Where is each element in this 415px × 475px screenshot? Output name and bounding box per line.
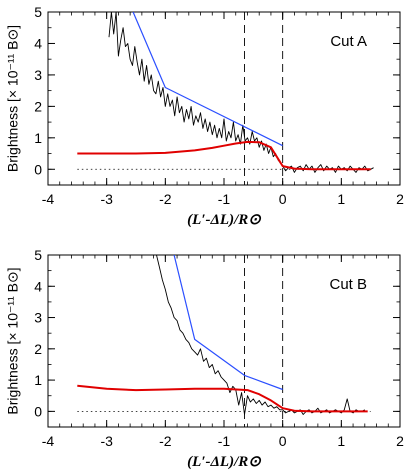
model-fit-line: [77, 384, 368, 413]
x-tick-label: -3: [100, 191, 113, 207]
x-axis-title: (L′-ΔL)/R⊙: [187, 454, 261, 470]
chart-panel-2: -4 -3 -2 -1 0 1 2 0 1 2 3 4 5 Cut B (L′-ΔL)/R⊙ Brightne…: [5, 247, 404, 470]
y-axis-title: Brightness [× 10⁻¹¹ B⊙]: [5, 267, 21, 414]
y-tick-label: 1: [34, 372, 42, 388]
x-axis-title: (L′-ΔL)/R⊙: [187, 212, 261, 228]
x-tick-label: -1: [218, 191, 231, 207]
x-tick-label: 1: [337, 433, 345, 449]
y-tick-label: 1: [34, 130, 42, 146]
x-tick-label: -2: [159, 191, 172, 207]
observed-brightness-line: [108, 12, 374, 173]
x-tick-label: -4: [42, 433, 55, 449]
cut-annotation: Cut B: [329, 276, 367, 293]
y-axis-title: Brightness [× 10⁻¹¹ B⊙]: [5, 25, 21, 172]
upper-envelope-line: [173, 255, 283, 391]
y-tick-label: 2: [34, 98, 42, 114]
x-tick-label: -4: [42, 191, 55, 207]
x-tick-label: 1: [337, 191, 345, 207]
x-tick-label: -2: [159, 433, 172, 449]
y-tick-label: 4: [34, 35, 42, 51]
model-fit-line: [77, 140, 371, 171]
x-tick-label: 2: [396, 433, 404, 449]
y-tick-label: 0: [34, 161, 42, 177]
y-tick-label: 2: [34, 341, 42, 357]
chart-panel-1: -4 -3 -2 -1 0 1 2 0 1 2 3 4 5 Cut A (L′-ΔL)/R⊙ Brightne…: [5, 4, 404, 228]
y-tick-label: 5: [34, 247, 42, 263]
y-tick-label: 4: [34, 278, 42, 294]
x-tick-label: 0: [279, 433, 287, 449]
observed-brightness-line: [156, 255, 366, 415]
x-tick-label: -1: [218, 433, 231, 449]
x-tick-label: 2: [396, 191, 404, 207]
y-tick-label: 3: [34, 67, 42, 83]
y-tick-label: 3: [34, 310, 42, 326]
y-tick-label: 0: [34, 403, 42, 419]
cut-annotation: Cut A: [330, 33, 367, 50]
x-tick-label: -3: [100, 433, 113, 449]
upper-envelope-line: [132, 12, 283, 147]
x-tick-label: 0: [279, 191, 287, 207]
y-tick-label: 5: [34, 4, 42, 20]
